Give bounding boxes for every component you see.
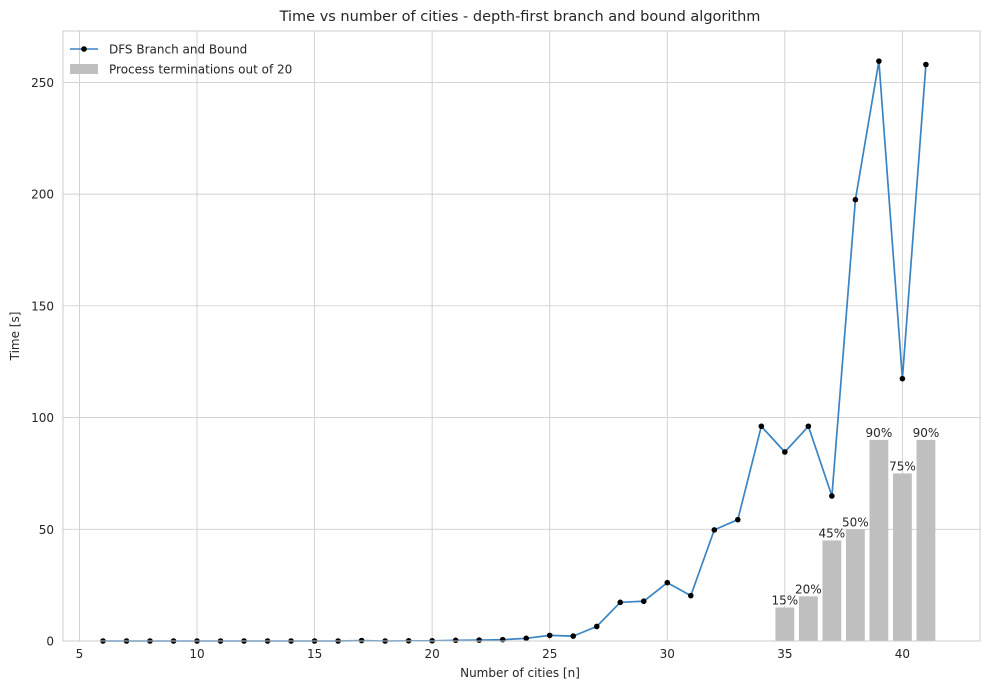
legend-entry-line: DFS Branch and Bound xyxy=(109,43,247,57)
x-tick-label: 25 xyxy=(542,647,557,661)
x-axis-label: Number of cities [n] xyxy=(460,666,580,680)
bar xyxy=(822,540,842,641)
legend-entry-bar: Process terminations out of 20 xyxy=(109,63,292,77)
data-point xyxy=(476,637,482,643)
x-tick-label: 35 xyxy=(777,647,792,661)
bar-data-label: 50% xyxy=(842,515,869,529)
data-point xyxy=(711,527,718,533)
y-tick-label: 0 xyxy=(46,635,54,649)
data-point xyxy=(452,637,459,644)
x-tick-label: 30 xyxy=(660,647,675,661)
bar xyxy=(845,529,865,641)
y-tick-label: 100 xyxy=(31,411,54,425)
axes-frame xyxy=(62,30,981,642)
y-tick-label: 150 xyxy=(31,299,54,313)
y-tick-label: 50 xyxy=(39,523,54,537)
data-point xyxy=(876,58,882,64)
bar-data-label: 45% xyxy=(819,526,846,540)
bar-data-label: 90% xyxy=(866,426,893,440)
chart-title: Time vs number of cities - depth-first b… xyxy=(279,9,761,25)
bar xyxy=(893,473,912,641)
x-tick-label: 10 xyxy=(189,647,204,661)
bar-data-label: 15% xyxy=(772,593,799,607)
bar xyxy=(869,439,889,641)
y-tick-label: 250 xyxy=(31,76,54,90)
bar xyxy=(775,607,795,641)
data-point xyxy=(852,196,859,203)
bar-data-label: 75% xyxy=(889,459,916,473)
data-point xyxy=(805,423,812,430)
bar-series: 15%20% 45%50% 90% 75% 90% xyxy=(772,426,940,641)
series-line xyxy=(103,60,927,642)
legend: DFS Branch and Bound Process termination… xyxy=(70,43,292,77)
data-point xyxy=(499,636,506,643)
data-point xyxy=(735,516,741,523)
data-point xyxy=(593,623,600,630)
x-tick-label: 20 xyxy=(425,647,440,661)
data-point xyxy=(570,633,577,639)
x-tick-label: 15 xyxy=(307,647,322,661)
data-point xyxy=(758,423,765,430)
grid xyxy=(63,31,980,642)
data-point xyxy=(523,635,530,642)
data-point xyxy=(782,449,788,455)
data-point xyxy=(640,598,647,605)
x-tick-label: 5 xyxy=(76,647,84,661)
data-point xyxy=(664,579,671,586)
bar-data-label: 20% xyxy=(795,582,822,596)
data-point xyxy=(899,375,906,382)
data-point xyxy=(687,592,694,599)
y-tick-label: 200 xyxy=(31,188,54,202)
bar-data-label: 90% xyxy=(913,426,940,440)
data-point xyxy=(617,599,624,606)
plot-frame xyxy=(62,30,981,642)
data-point xyxy=(829,493,835,499)
bar xyxy=(916,439,936,641)
data-point xyxy=(546,632,553,639)
y-axis-label: Time [s] xyxy=(8,312,22,362)
legend-marker-swatch xyxy=(81,46,87,52)
x-tick-label: 40 xyxy=(895,647,910,661)
data-point xyxy=(923,61,929,68)
legend-bar-swatch xyxy=(70,64,98,74)
tick-labels: 5 10 15 20 25 30 35 40 0 50 100 150 200 250 xyxy=(31,76,910,661)
line-series xyxy=(100,58,929,644)
bar xyxy=(798,596,818,641)
